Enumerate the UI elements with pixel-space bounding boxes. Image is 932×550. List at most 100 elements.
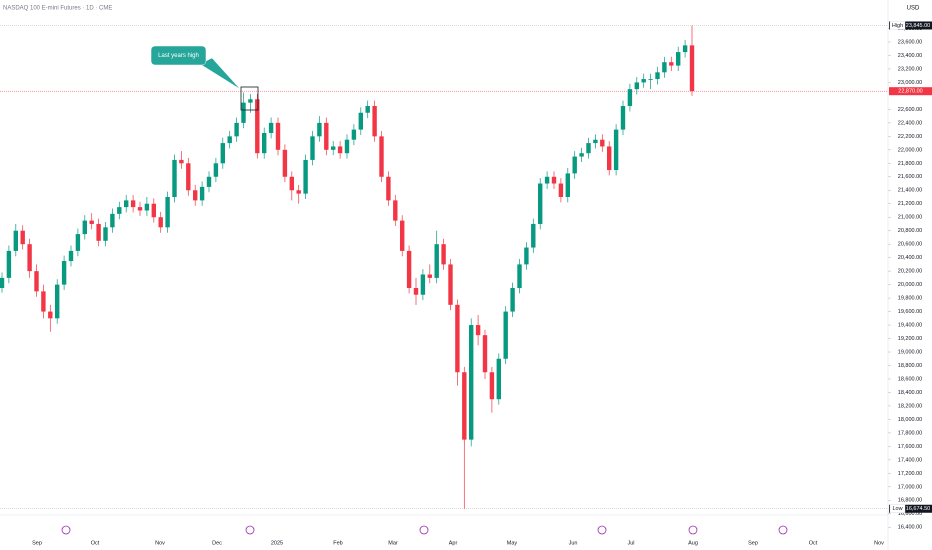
event-icon[interactable] — [245, 525, 255, 535]
y-tick-label: 18,600.00 — [898, 376, 922, 382]
candle-body — [13, 230, 18, 251]
price-name-box — [889, 21, 906, 30]
y-tick-label: 18,400.00 — [898, 390, 922, 396]
candle-body — [117, 207, 122, 214]
candle-body — [130, 200, 136, 208]
highlight-box — [240, 86, 259, 111]
y-tick-label: 16,600.00 — [898, 511, 922, 517]
candle-body — [193, 190, 198, 201]
candle-body — [20, 230, 25, 245]
x-tick-label: 2025 — [271, 540, 283, 546]
candle-body — [524, 247, 529, 265]
x-tick-label: Jul — [627, 540, 634, 546]
callout — [150, 45, 207, 66]
event-icons — [61, 525, 788, 535]
y-tick-label: 19,000.00 — [898, 349, 922, 355]
candle-body — [48, 311, 53, 319]
candle-body — [41, 291, 46, 312]
candle-body — [593, 139, 598, 144]
x-tick-label: Nov — [874, 540, 884, 546]
candle-body — [434, 244, 439, 278]
x-tick-label: Mar — [388, 540, 398, 546]
candle-body — [572, 156, 577, 174]
candle-body — [331, 146, 336, 150]
candle-body — [620, 106, 626, 130]
candle-body — [676, 52, 681, 66]
candle-body — [496, 358, 501, 400]
candle-body — [689, 45, 695, 92]
y-tick-label: 22,600.00 — [898, 107, 922, 113]
event-icon[interactable] — [61, 525, 71, 535]
y-tick-label: 20,800.00 — [898, 228, 922, 234]
price-label: 16,674.50 — [906, 506, 930, 512]
candle-body — [303, 159, 308, 194]
candle-body — [206, 176, 212, 187]
candle-body — [75, 234, 81, 251]
y-tick-label: 18,200.00 — [898, 403, 922, 409]
candle-body — [544, 176, 550, 184]
candle-body — [0, 277, 5, 288]
price-label-bg — [889, 504, 932, 513]
candle-body — [158, 217, 163, 228]
candle-body — [565, 173, 570, 198]
candle-body — [365, 106, 370, 113]
candle-body — [455, 304, 460, 373]
candle-body — [241, 102, 246, 123]
candle-body — [282, 149, 288, 177]
candle-body — [220, 143, 225, 164]
x-tick-label: Feb — [333, 540, 342, 546]
candle-body — [151, 203, 156, 218]
candle-body — [6, 250, 12, 278]
y-tick-label: 21,200.00 — [898, 201, 922, 207]
candle-body — [517, 264, 522, 288]
event-icon[interactable] — [778, 525, 788, 535]
y-tick-label: 23,000.00 — [898, 80, 922, 86]
candle-body — [137, 207, 143, 211]
candle-body — [110, 213, 115, 228]
candle-body — [296, 190, 301, 194]
candle-body — [662, 62, 667, 73]
y-tick-label: 20,600.00 — [898, 242, 922, 248]
candle-body — [199, 186, 205, 201]
candle-body — [579, 153, 584, 157]
x-tick-label: Dec — [212, 540, 222, 546]
candle-body — [682, 45, 688, 53]
price-name: Low — [892, 506, 902, 512]
candle-body — [165, 197, 170, 228]
candle-body — [186, 163, 191, 191]
event-icon[interactable] — [597, 525, 607, 535]
candle-body — [124, 200, 129, 208]
y-tick-label: 21,600.00 — [898, 174, 922, 180]
candle-body — [669, 62, 674, 66]
candle-body — [613, 129, 619, 171]
candle-body — [324, 122, 329, 150]
candle-body — [82, 220, 87, 235]
candle-body — [558, 183, 564, 198]
y-tick-label: 18,800.00 — [898, 363, 922, 369]
event-icon[interactable] — [419, 525, 429, 535]
candle-body — [393, 200, 398, 221]
candle-body — [61, 261, 67, 285]
candle-body — [179, 159, 184, 164]
price-label: 22,870.00 — [898, 89, 922, 95]
candle-body — [482, 335, 488, 373]
event-icon[interactable] — [688, 525, 698, 535]
candle-body — [344, 139, 350, 154]
y-tick-label: 16,800.00 — [898, 498, 922, 504]
y-tick-label: 17,200.00 — [898, 471, 922, 477]
y-tick-label: 17,600.00 — [898, 444, 922, 450]
candle-body — [475, 325, 481, 336]
candle-body — [406, 250, 412, 288]
candle-body — [441, 244, 446, 265]
candle-body — [96, 223, 101, 241]
candle-body — [400, 220, 405, 251]
currency: USD — [907, 6, 920, 12]
candle-body — [372, 106, 377, 137]
y-tick-label: 16,400.00 — [898, 525, 922, 531]
candle-body — [489, 372, 495, 400]
candle-body — [248, 99, 253, 103]
candle-body — [227, 136, 232, 144]
y-tick-label: 23,400.00 — [898, 53, 922, 59]
plot — [0, 25, 888, 509]
